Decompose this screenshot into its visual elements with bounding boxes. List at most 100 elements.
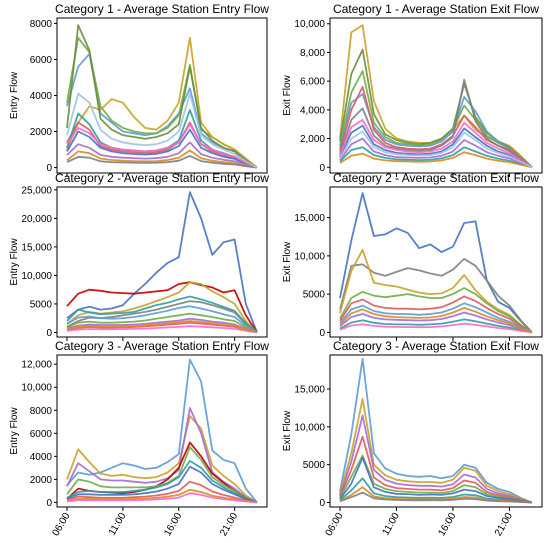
- series-group: [66, 358, 258, 504]
- series-line: [66, 459, 258, 504]
- y-axis-label: Exit Flow: [282, 241, 293, 282]
- series-line: [66, 295, 258, 334]
- series-line: [66, 281, 258, 333]
- series-line: [66, 320, 258, 334]
- plot-frame: [56, 17, 268, 174]
- y-tick-label: 10,000: [21, 271, 52, 282]
- series-line: [66, 312, 258, 334]
- series-line: [66, 317, 258, 334]
- y-tick-label: 5000: [303, 290, 326, 301]
- y-axis-label: Entry Flow: [9, 71, 20, 119]
- y-tick-label: 0: [46, 498, 52, 509]
- chart-panel-6: Category 3 - Average Station Exit Flow Ex…: [282, 339, 543, 539]
- x-tick-label: 06:00: [324, 511, 346, 539]
- series-line: [66, 128, 258, 169]
- series-line: [339, 397, 533, 504]
- series-line: [66, 154, 258, 169]
- y-tick-label: 15,000: [294, 213, 325, 224]
- chart-panel-3: Category 2 - Average Station Entry Flow E…: [9, 171, 269, 341]
- series-line: [339, 151, 533, 169]
- chart-title: Category 2 - Average Station Exit Flow: [333, 171, 539, 185]
- y-tick-label: 15,000: [21, 242, 52, 253]
- y-tick-label: 2000: [30, 127, 53, 138]
- series-line: [339, 130, 533, 169]
- series-line: [339, 357, 533, 504]
- series-line: [66, 480, 258, 504]
- series-line: [339, 414, 533, 504]
- y-tick-label: 10,000: [294, 19, 325, 30]
- series-line: [339, 70, 533, 168]
- series-group: [339, 192, 533, 334]
- series-line: [339, 257, 533, 334]
- y-tick-label: 0: [319, 498, 325, 509]
- series-line: [339, 318, 533, 334]
- y-tick-label: 8000: [30, 406, 53, 417]
- series-line: [66, 492, 258, 504]
- series-line: [66, 92, 258, 169]
- chart-panel-5: Category 3 - Average Station Entry Flow E…: [9, 339, 269, 538]
- y-tick-label: 8,000: [300, 48, 325, 59]
- series-line: [339, 119, 533, 169]
- series-line: [339, 295, 533, 334]
- series-line: [339, 491, 533, 504]
- series-line: [339, 454, 533, 504]
- series-line: [66, 465, 258, 504]
- y-tick-label: 10,000: [294, 251, 325, 262]
- series-line: [66, 415, 258, 504]
- x-tick-label: 11:00: [107, 511, 129, 538]
- x-tick-label: 21:00: [493, 511, 515, 539]
- chart-title: Category 1 - Average Station Exit Flow: [333, 2, 539, 16]
- chart-title: Category 3 - Average Station Entry Flow: [55, 339, 269, 353]
- series-line: [66, 149, 258, 169]
- series-line: [339, 456, 533, 504]
- chart-panel-1: Category 1 - Average Station Entry Flow E…: [9, 2, 269, 177]
- series-line: [339, 435, 533, 504]
- series-line: [66, 305, 258, 334]
- y-tick-label: 6000: [30, 55, 53, 66]
- series-line: [339, 146, 533, 169]
- series-line: [339, 302, 533, 334]
- y-tick-label: 12,000: [21, 360, 52, 371]
- y-tick-label: 0: [46, 328, 52, 339]
- y-tick-label: 6,000: [300, 77, 325, 88]
- chart-title: Category 3 - Average Station Exit Flow: [333, 339, 539, 353]
- chart-title: Category 2 - Average Station Entry Flow: [55, 171, 269, 185]
- series-group: [339, 24, 533, 169]
- series-line: [66, 191, 258, 333]
- series-line: [66, 325, 258, 334]
- y-tick-label: 0: [319, 328, 325, 339]
- series-line: [339, 287, 533, 334]
- y-tick-label: 2000: [30, 475, 53, 486]
- series-group: [66, 191, 258, 334]
- y-axis-label: Entry Flow: [9, 238, 20, 286]
- series-line: [339, 322, 533, 334]
- y-tick-label: 20,000: [21, 214, 52, 225]
- series-line: [66, 488, 258, 504]
- series-line: [339, 306, 533, 334]
- y-tick-label: 4,000: [300, 105, 325, 116]
- y-tick-label: 6000: [30, 429, 53, 440]
- y-tick-label: 5000: [303, 460, 326, 471]
- y-tick-label: 10,000: [294, 422, 325, 433]
- y-tick-label: 8000: [30, 19, 53, 30]
- series-line: [66, 123, 258, 169]
- chart-title: Category 1 - Average Station Entry Flow: [55, 2, 269, 16]
- x-tick-label: 16:00: [162, 511, 184, 539]
- y-tick-label: 0: [46, 163, 52, 174]
- y-tick-label: 4000: [30, 452, 53, 463]
- y-tick-label: 10,000: [21, 383, 52, 394]
- series-line: [66, 24, 258, 169]
- series-line: [66, 407, 258, 504]
- series-line: [339, 137, 533, 169]
- series-line: [339, 311, 533, 334]
- y-tick-label: 4000: [30, 91, 53, 102]
- y-axis-label: Exit Flow: [282, 74, 293, 115]
- x-tick-label: 06:00: [51, 511, 73, 539]
- y-tick-label: 5000: [30, 299, 53, 310]
- chart-panel-2: Category 1 - Average Station Exit Flow Ex…: [282, 2, 543, 177]
- y-axis-label: Exit Flow: [282, 410, 293, 451]
- y-tick-label: 15,000: [294, 385, 325, 396]
- series-group: [66, 24, 258, 169]
- x-tick-label: 16:00: [436, 511, 458, 539]
